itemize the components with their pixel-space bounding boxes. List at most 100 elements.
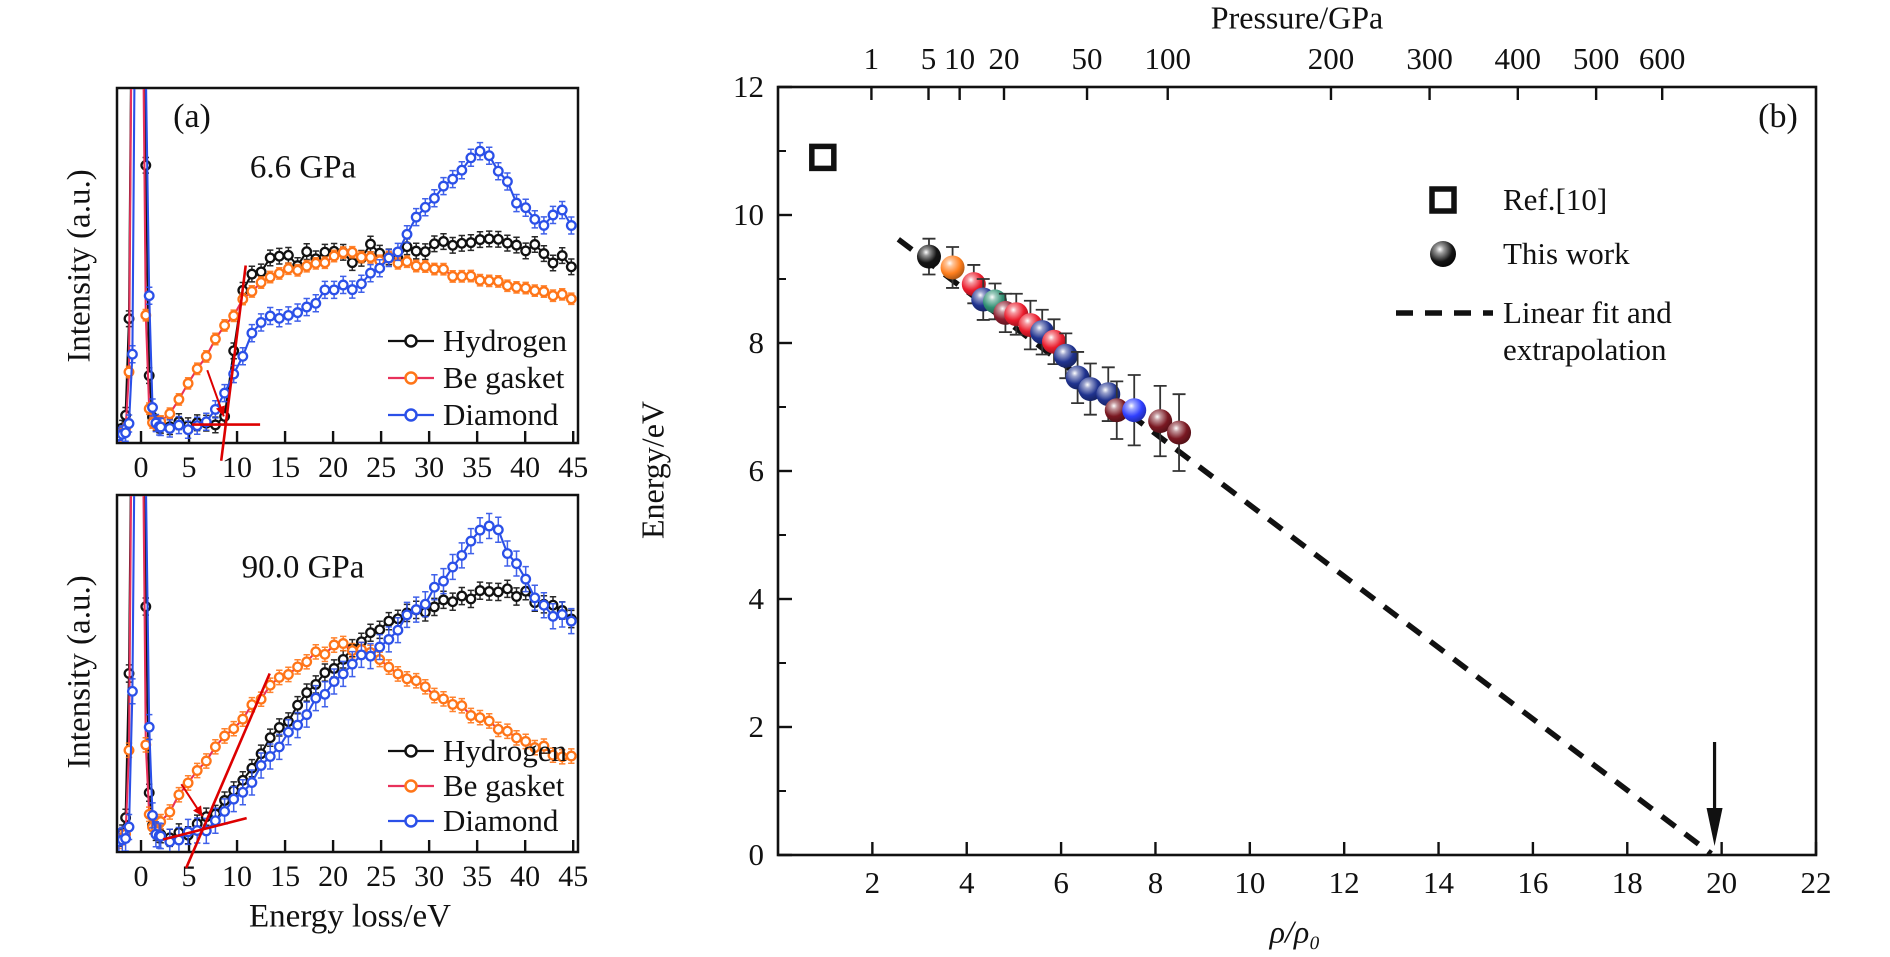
data-marker (182, 424, 194, 436)
arrow-head (193, 805, 203, 817)
data-marker (319, 284, 331, 296)
x-tick-label: 10 (222, 451, 252, 484)
data-marker (126, 348, 138, 360)
data-marker (310, 297, 322, 309)
data-marker (273, 741, 285, 753)
pressure-tick-label: 1 (864, 41, 880, 76)
data-marker (456, 237, 468, 249)
data-marker (209, 815, 221, 827)
data-marker (337, 638, 349, 649)
data-marker (237, 713, 249, 725)
data-marker (438, 180, 449, 192)
data-marker (273, 267, 285, 279)
data-marker (228, 793, 240, 805)
data-marker (465, 710, 477, 721)
x-tick-label: 10 (222, 860, 252, 893)
pressure-tick-label: 10 (944, 41, 975, 76)
plot-frame (776, 85, 1818, 857)
data-marker (219, 805, 231, 817)
panel-a-x-axis-title: Energy loss/eV (249, 898, 451, 935)
data-marker (120, 833, 132, 844)
data-marker (438, 236, 449, 247)
data-marker (401, 673, 413, 685)
data-marker (456, 700, 468, 712)
spectra-panel-a-bottom: 0 5 10 15 20 25 30 35 40 45 (115, 493, 588, 893)
panel-a-top-title: 6.6 GPa (249, 149, 357, 186)
data-sphere (916, 244, 941, 269)
data-marker (143, 721, 155, 733)
data-marker (392, 246, 404, 258)
ref10-point (809, 143, 837, 172)
data-marker (511, 591, 522, 602)
data-marker (529, 592, 541, 604)
data-marker (319, 648, 331, 660)
y-tick-label: 8 (749, 325, 765, 360)
data-marker (419, 598, 431, 610)
data-marker (301, 656, 313, 668)
data-marker (520, 735, 532, 747)
data-marker (337, 279, 349, 291)
data-marker (529, 239, 541, 250)
data-marker (483, 233, 495, 245)
data-marker (282, 669, 294, 680)
data-marker (556, 609, 568, 620)
legend-marker-sample (404, 371, 418, 385)
x-tick-label: 22 (1801, 865, 1832, 900)
data-marker (282, 249, 294, 261)
y-tick-label: 12 (733, 69, 764, 104)
data-marker (428, 690, 440, 702)
data-marker (219, 387, 231, 399)
data-marker (520, 245, 532, 257)
data-marker (456, 590, 468, 602)
data-marker (301, 246, 313, 258)
data-marker (346, 257, 358, 269)
data-marker (428, 263, 440, 275)
data-marker (273, 250, 285, 262)
data-marker (246, 285, 258, 297)
data-marker (547, 290, 559, 302)
data-marker (123, 821, 135, 833)
plot-frame (115, 493, 580, 854)
data-marker (474, 524, 486, 536)
data-marker (556, 204, 568, 216)
data-marker (282, 309, 294, 321)
x-tick-label: 2 (865, 865, 881, 900)
data-marker (565, 615, 577, 627)
data-marker (120, 427, 132, 439)
annotation-line (219, 265, 247, 461)
data-marker (410, 211, 422, 223)
data-marker (164, 806, 176, 818)
data-marker (428, 581, 440, 593)
data-marker (465, 270, 477, 282)
legend-b-ref10-label: Ref.[10] (1503, 182, 1608, 217)
legend-a-top (388, 334, 434, 422)
panel-a-bottom-y-axis-title: Intensity (a.u.) (61, 575, 98, 769)
data-marker (438, 575, 449, 587)
data-marker (292, 699, 304, 711)
legend-a-top-be-gasket-label: Be gasket (443, 360, 565, 395)
data-marker (319, 688, 331, 700)
data-marker (419, 681, 431, 693)
x-tick-label: 18 (1612, 865, 1643, 900)
data-marker (255, 277, 267, 288)
data-marker (273, 671, 285, 683)
data-marker (483, 275, 495, 287)
data-marker (438, 263, 449, 275)
data-marker (511, 558, 522, 570)
data-marker (301, 260, 313, 272)
x-tick-label: 40 (510, 860, 540, 893)
data-marker (438, 594, 449, 606)
x-tick-label: 16 (1517, 865, 1548, 900)
x-tick-label: 25 (366, 451, 396, 484)
x-tick-label: 14 (1423, 865, 1455, 900)
data-marker (355, 649, 367, 661)
data-marker (483, 586, 495, 597)
data-marker (465, 593, 477, 605)
x-tick-label: 45 (558, 451, 588, 484)
panel-a-label: (a) (173, 98, 211, 135)
data-marker (182, 377, 194, 389)
data-sphere (1053, 343, 1078, 368)
pressure-tick-label: 300 (1406, 41, 1453, 76)
data-marker (191, 363, 203, 375)
data-marker (492, 524, 504, 536)
